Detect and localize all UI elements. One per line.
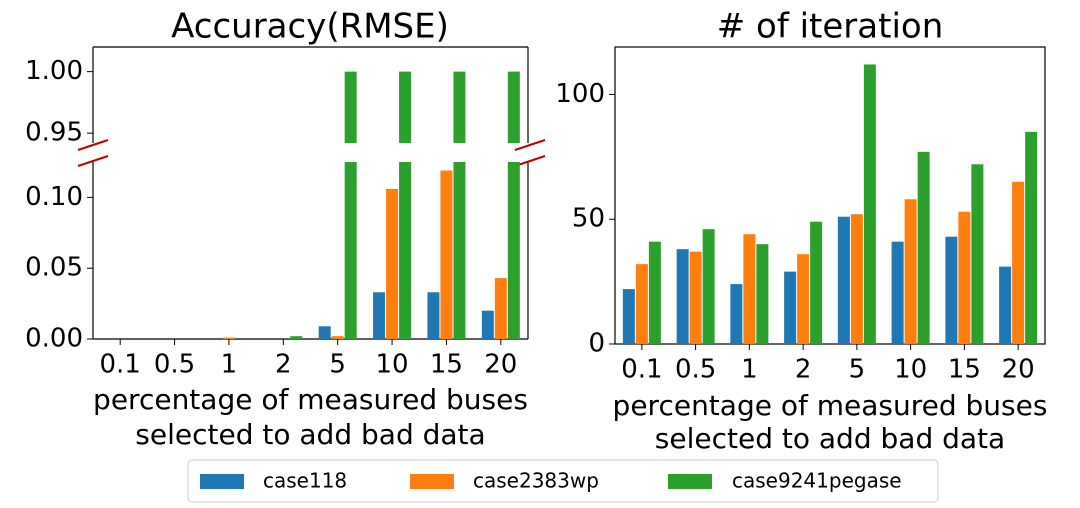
y-tick-label: 0.10 [25, 182, 83, 212]
y-tick-label: 50 [572, 204, 605, 234]
legend-swatch [410, 474, 454, 489]
bar [344, 162, 357, 339]
bar [507, 162, 520, 339]
x-axis-label: selected to add bad data [655, 422, 1005, 455]
chart-title: # of iteration [717, 7, 944, 47]
x-axis-label: selected to add bad data [135, 418, 485, 451]
bar [863, 64, 876, 345]
legend-swatch [200, 474, 244, 489]
axis-break [77, 155, 109, 167]
x-tick-label: 5 [849, 355, 866, 385]
bar [837, 216, 850, 344]
bar [331, 336, 344, 339]
bar [494, 278, 507, 339]
bar [958, 211, 971, 344]
x-tick-label: 10 [894, 355, 927, 385]
x-tick-label: 15 [430, 350, 463, 380]
x-tick-label: 0.5 [154, 350, 195, 380]
legend-label: case118 [263, 469, 347, 493]
axis-break [514, 155, 546, 167]
bar [784, 271, 797, 344]
bar [453, 71, 466, 143]
x-tick-label: 20 [484, 350, 517, 380]
bar [290, 336, 303, 339]
bar [810, 221, 823, 344]
bar [891, 241, 904, 344]
y-tick-label: 1.00 [25, 56, 83, 86]
x-tick-label: 0.5 [675, 355, 716, 385]
bar [730, 284, 743, 344]
bar [689, 251, 702, 344]
bar [1012, 181, 1025, 344]
x-tick-label: 0.1 [100, 350, 141, 380]
y-tick-label: 0.95 [25, 118, 83, 148]
x-tick-label: 20 [1002, 355, 1035, 385]
y-tick-label: 0.05 [25, 253, 83, 283]
bar [635, 264, 648, 344]
bar [797, 254, 810, 344]
bar [945, 236, 958, 344]
bar [386, 188, 399, 339]
bar [222, 337, 235, 339]
bar [399, 162, 412, 339]
y-tick-label: 100 [555, 79, 605, 109]
x-tick-label: 5 [329, 350, 346, 380]
x-tick-label: 15 [948, 355, 981, 385]
bar [318, 326, 331, 339]
bar [971, 164, 984, 344]
bar [999, 266, 1012, 344]
bar [399, 71, 412, 143]
legend-label: case9241pegase [732, 469, 902, 493]
bar [427, 292, 440, 339]
bar [904, 199, 917, 344]
bar [917, 151, 930, 344]
bar [756, 244, 769, 344]
bar [622, 289, 635, 344]
bar [676, 249, 689, 344]
x-tick-label: 1 [221, 350, 238, 380]
legend-label: case2383wp [473, 469, 599, 493]
y-tick-label: 0.00 [25, 324, 83, 354]
y-tick-label: 0 [588, 329, 605, 359]
x-tick-label: 1 [741, 355, 758, 385]
bar [743, 234, 756, 344]
bar [702, 229, 715, 344]
axis-break [77, 139, 109, 151]
bar [453, 162, 466, 339]
axes-frame [614, 46, 1046, 345]
bar [1025, 131, 1038, 344]
x-axis-label: percentage of measured buses [613, 389, 1048, 422]
axis-break [514, 139, 546, 151]
legend-swatch [668, 474, 712, 489]
x-tick-label: 0.1 [621, 355, 662, 385]
x-axis-label: percentage of measured buses [93, 383, 528, 416]
bar [507, 71, 520, 143]
legend [187, 459, 939, 503]
bar [850, 214, 863, 344]
chart-title: Accuracy(RMSE) [171, 7, 449, 47]
bar [373, 292, 386, 339]
bar [648, 241, 661, 344]
x-tick-label: 10 [376, 350, 409, 380]
bar [344, 71, 357, 143]
x-tick-label: 2 [795, 355, 812, 385]
x-tick-label: 2 [275, 350, 292, 380]
bar [440, 170, 453, 339]
bar [481, 310, 494, 339]
